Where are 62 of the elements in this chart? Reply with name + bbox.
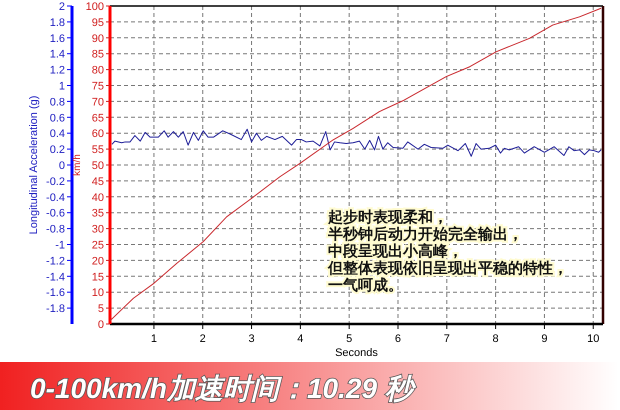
y2-tick-label: 40: [92, 192, 104, 204]
y2-tick-label: 0: [98, 319, 104, 331]
annotation: 起步时表现柔和，: [327, 209, 448, 226]
y-tick-label: 1.8: [50, 16, 65, 29]
y-tick-label: -0.2: [46, 176, 65, 188]
y-tick-label: -0.6: [46, 208, 65, 220]
annotation: 但整体表现依旧呈现出平稳的特性，: [327, 260, 568, 277]
y-tick-label: 1.4: [50, 48, 65, 61]
y-tick-label: -0.8: [46, 224, 65, 236]
y2-tick-label: 65: [92, 112, 104, 124]
x-tick-label: 5: [346, 333, 352, 345]
x-tick-label: 3: [248, 333, 255, 345]
y2-tick-label: 15: [92, 271, 104, 284]
y-tick-label: -1.6: [46, 287, 65, 300]
y-tick-label: 0.2: [50, 144, 65, 156]
x-tick-label: 4: [297, 333, 304, 345]
annotation: 中段呈现出小高峰，: [328, 242, 463, 260]
y2-tick-label: 85: [92, 48, 104, 61]
x-tick-label: 8: [492, 333, 499, 345]
annotation: 半秒钟后动力开始完全输出，: [327, 225, 523, 243]
y2-tick-label: 95: [92, 16, 104, 29]
y2-tick-label: 55: [92, 144, 104, 156]
y-tick-label: -0.4: [46, 192, 65, 204]
y2-tick-label: 30: [92, 224, 104, 236]
y2-tick-label: 100: [86, 1, 104, 13]
y2-tick-label: 35: [92, 208, 104, 220]
y-tick-label: 0.8: [50, 96, 65, 108]
line-series: [111, 128, 602, 157]
y-tick-label: 0.4: [50, 128, 65, 140]
y-tick-label: 1: [58, 80, 65, 92]
y-tick-label: -1.8: [46, 303, 65, 316]
y2-tick-label: 75: [92, 80, 104, 92]
line-series: [110, 8, 602, 322]
y-tick-label: 1.6: [50, 32, 65, 45]
y2-axis-title: km/h: [72, 154, 83, 176]
x-tick-label: 10: [587, 333, 600, 345]
x-tick-label: 7: [444, 333, 450, 345]
y2-tick-label: 10: [92, 287, 104, 300]
text: 0-100km/h加速时间：10.29 秒: [30, 373, 417, 404]
y2-tick-label: 90: [92, 32, 104, 45]
y2-tick-label: 50: [92, 160, 104, 172]
y-tick-label: -1: [55, 240, 65, 252]
x-tick-label: 6: [394, 333, 402, 345]
y2-tick-label: 5: [98, 303, 104, 316]
x-tick-label: 1: [150, 333, 157, 345]
y-tick-label: 0.6: [50, 112, 65, 124]
x-tick-label: 2: [200, 333, 206, 345]
x-tick-label: 9: [541, 333, 548, 345]
y2-tick-label: 80: [92, 64, 104, 77]
y-axis-title: Longitudinal Acceleration (g): [28, 96, 40, 234]
y2-tick-label: 70: [92, 96, 104, 108]
y-tick-label: 1.2: [50, 64, 65, 77]
annotation: 一气呵成。: [328, 277, 403, 294]
y2-tick-label: 45: [92, 176, 104, 188]
y2-tick-label: 60: [92, 128, 104, 140]
y-tick-label: -1.4: [46, 271, 65, 284]
x-axis-title: Seconds: [335, 347, 378, 359]
y-tick-label: 2: [58, 1, 65, 13]
y2-tick-label: 25: [92, 240, 104, 252]
y2-tick-label: 20: [92, 255, 104, 268]
y-tick-label: -1.2: [46, 255, 65, 268]
y-tick-label: 0: [58, 160, 65, 172]
